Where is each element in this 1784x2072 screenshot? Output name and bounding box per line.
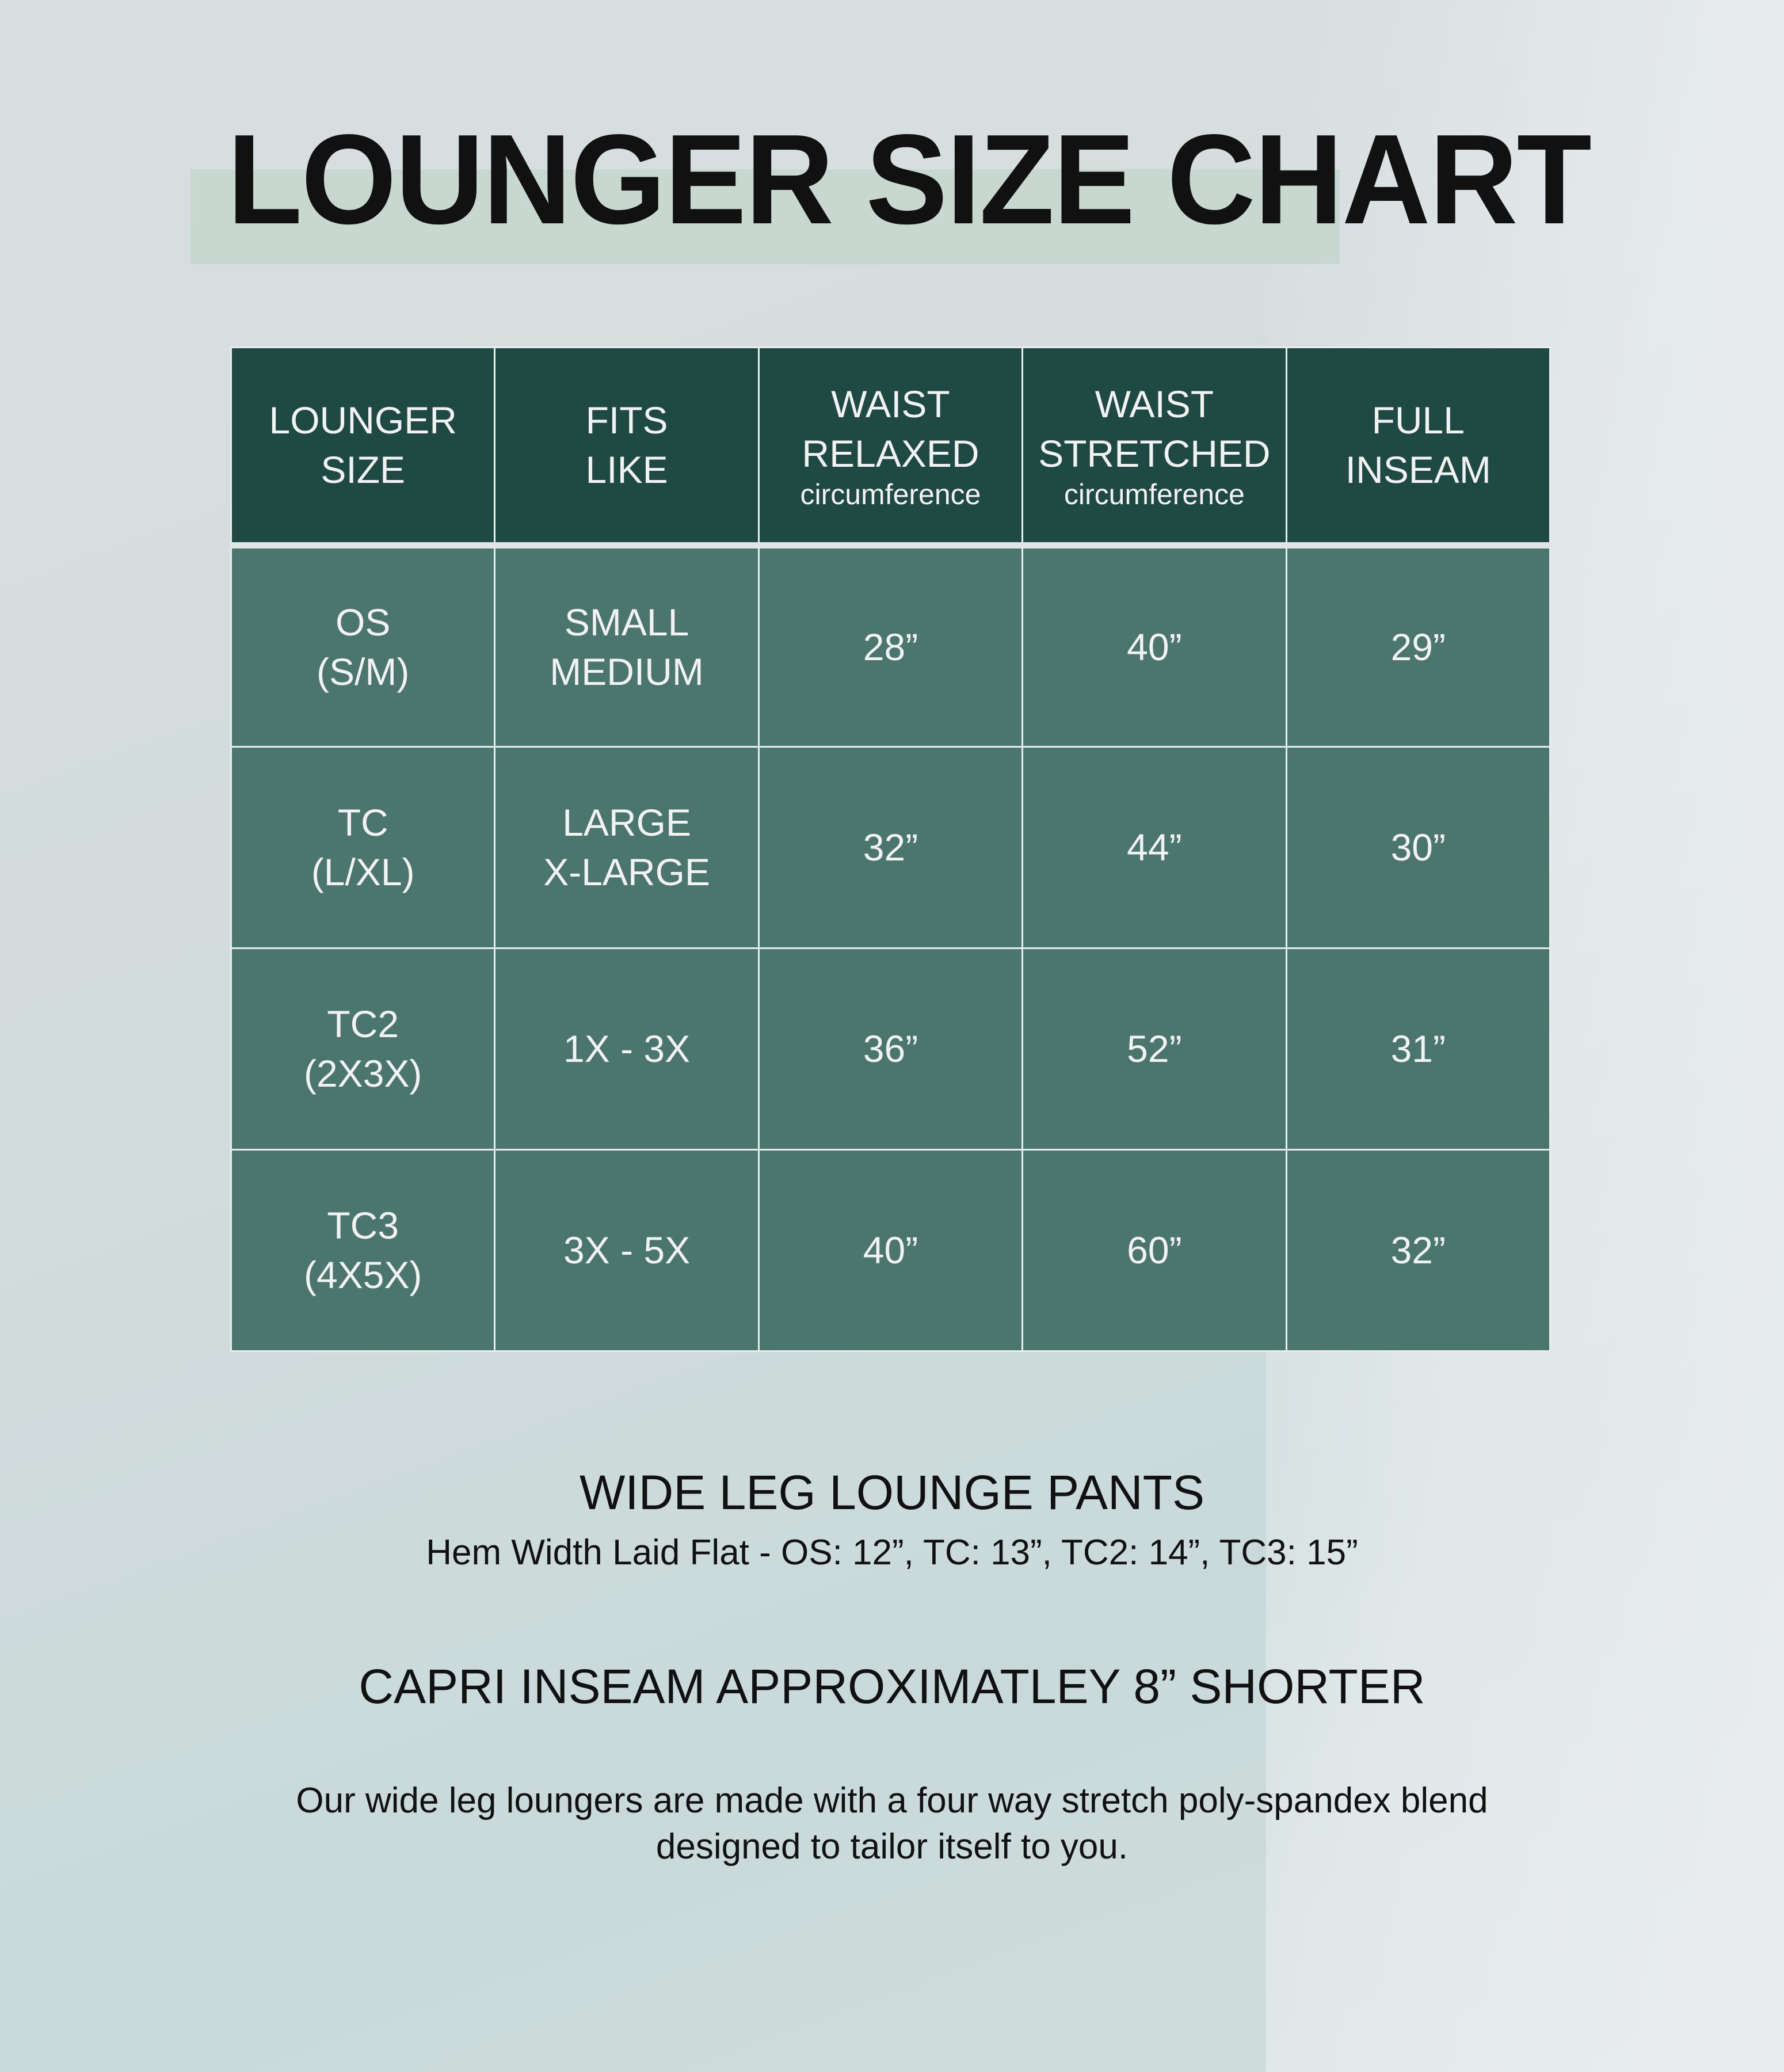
header-full-inseam: FULL INSEAM <box>1285 346 1552 549</box>
cell-lounger-size: TC (L/XL) <box>230 746 496 949</box>
cell-waist-stretched: 40” <box>1021 544 1287 748</box>
header-lounger-size: LOUNGER SIZE <box>230 346 496 549</box>
page-title: LOUNGER SIZE CHART <box>227 108 1592 251</box>
cell-full-inseam: 31” <box>1285 947 1552 1151</box>
capri-note: CAPRI INSEAM APPROXIMATLEY 8” SHORTER <box>359 1659 1425 1713</box>
header-fits-like: FITS LIKE <box>494 346 760 549</box>
cell-waist-relaxed: 32” <box>757 746 1024 949</box>
description-line-2: designed to tailor itself to you. <box>655 1827 1129 1867</box>
cell-waist-stretched: 60” <box>1021 1149 1287 1352</box>
cell-fits-like: SMALL MEDIUM <box>494 544 760 748</box>
table-row: TC2 (2X3X) 1X - 3X 36” 52” 31” <box>230 947 1552 1151</box>
cell-lounger-size: TC2 (2X3X) <box>230 947 496 1151</box>
cell-lounger-size: OS (S/M) <box>230 544 496 748</box>
table-row: TC3 (4X5X) 3X - 5X 40” 60” 32” <box>230 1149 1552 1352</box>
cell-waist-relaxed: 36” <box>757 947 1024 1151</box>
hem-width-note: Hem Width Laid Flat - OS: 12”, TC: 13”, … <box>426 1533 1358 1572</box>
cell-waist-relaxed: 40” <box>757 1149 1024 1352</box>
cell-full-inseam: 29” <box>1285 544 1552 748</box>
title-highlight <box>190 169 1340 264</box>
cell-fits-like: LARGE X-LARGE <box>494 746 760 949</box>
table-header-row: LOUNGER SIZE FITS LIKE WAIST RELAXED circumf… <box>230 346 1552 549</box>
header-waist-relaxed: WAIST RELAXED circumference <box>757 346 1024 549</box>
header-waist-stretched: WAIST STRETCHED circumference <box>1021 346 1287 549</box>
cell-full-inseam: 30” <box>1285 746 1552 949</box>
cell-lounger-size: TC3 (4X5X) <box>230 1149 496 1352</box>
cell-waist-stretched: 44” <box>1021 746 1287 949</box>
description-line-1: Our wide leg loungers are made with a fo… <box>296 1781 1488 1820</box>
cell-fits-like: 1X - 3X <box>494 947 760 1151</box>
cell-waist-stretched: 52” <box>1021 947 1287 1151</box>
size-table: LOUNGER SIZE FITS LIKE WAIST RELAXED circumf… <box>230 346 1552 1352</box>
notes-heading: WIDE LEG LOUNGE PANTS <box>580 1465 1204 1519</box>
cell-full-inseam: 32” <box>1285 1149 1552 1352</box>
table-row: OS (S/M) SMALL MEDIUM 28” 40” 29” <box>230 544 1552 748</box>
cell-fits-like: 3X - 5X <box>494 1149 760 1352</box>
table-row: TC (L/XL) LARGE X-LARGE 32” 44” 30” <box>230 746 1552 949</box>
cell-waist-relaxed: 28” <box>757 544 1024 748</box>
